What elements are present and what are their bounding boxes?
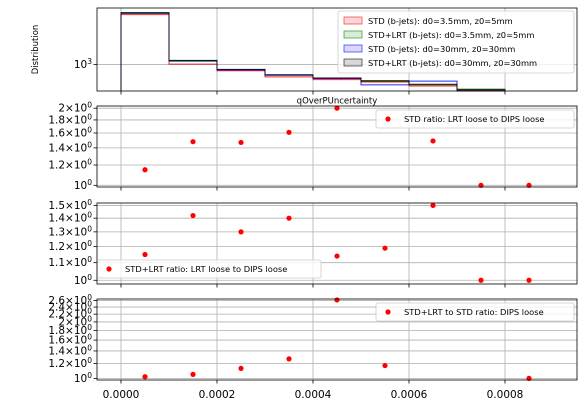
y-tick-label: 1.6×100 (48, 333, 92, 347)
legend-entry: STD (b-jets): d0=30mm, z0=30mm (368, 44, 515, 54)
data-point (526, 277, 532, 283)
data-point (430, 138, 436, 144)
legend: STD+LRT to STD ratio: DIPS loose (375, 302, 575, 322)
legend-swatch (343, 16, 363, 25)
panel-1: 103 Distribution qOverPUncertainty STD (b-j… (31, 7, 578, 107)
legend-swatch (343, 58, 363, 67)
data-point (190, 139, 196, 145)
legend-entry: STD+LRT (b-jets): d0=3.5mm, z0=5mm (368, 30, 534, 40)
y-tick-label: 1.4×100 (48, 140, 92, 154)
legend-entry: STD+LRT ratio: LRT loose to DIPS loose (125, 264, 287, 274)
x-axis-label: qOverPUncertainty (297, 97, 378, 107)
data-point (286, 215, 292, 221)
y-tick-label: 2.6×100 (48, 293, 92, 307)
data-point (286, 129, 292, 135)
y-tick-label: 1.8×100 (48, 112, 92, 126)
x-tick-labels: 0.0000 0.0002 0.0004 0.0006 0.0008 (103, 389, 524, 401)
legend-swatch (343, 30, 363, 39)
data-point (142, 374, 148, 380)
y-tick-label: 100 (74, 273, 92, 287)
x-tick-label: 0.0006 (391, 389, 428, 401)
y-tick-label: 100 (74, 371, 92, 385)
legend: STD (b-jets): d0=3.5mm, z0=5mm STD+LRT (b… (337, 10, 575, 74)
data-point (238, 365, 244, 372)
legend-entry: STD (b-jets): d0=3.5mm, z0=5mm (368, 16, 513, 26)
axes-frame (96, 202, 578, 285)
y-tick-label: 2×100 (58, 101, 92, 115)
y-tick-label: 1.4×100 (48, 211, 92, 225)
legend-marker (385, 309, 391, 315)
legend-marker (106, 266, 112, 272)
y-tick-label: 103 (74, 57, 92, 71)
y-tick-label: 1.8×100 (48, 323, 92, 337)
data-point (238, 139, 244, 146)
legend: STD ratio: LRT loose to DIPS loose (375, 109, 575, 129)
legend-swatch (343, 44, 363, 53)
legend-entry: STD+LRT (b-jets): d0=30mm, z0=30mm (368, 58, 537, 68)
y-tick-label: 1.2×100 (48, 356, 92, 370)
data-point (190, 371, 196, 377)
y-tick-label: 1.5×100 (48, 198, 92, 212)
y-tick-label: 1.6×100 (48, 126, 92, 140)
legend-box (375, 302, 575, 322)
data-point (334, 297, 340, 303)
y-axis-label: Distribution (31, 25, 41, 75)
data-point (190, 212, 196, 219)
y-tick-label: 1.3×100 (48, 224, 92, 238)
axes-frame (96, 105, 578, 188)
legend-marker (385, 116, 391, 122)
legend-entry: STD ratio: LRT loose to DIPS loose (404, 114, 545, 124)
y-tick-label: 2×100 (58, 314, 92, 328)
y-tick-label: 100 (74, 178, 92, 192)
axes-frame (96, 298, 578, 381)
y-tick-label: 2.2×100 (48, 307, 92, 321)
data-point (142, 167, 148, 173)
data-point (238, 229, 244, 235)
data-point (334, 253, 340, 259)
data-point (382, 245, 388, 251)
data-point (142, 251, 148, 258)
legend-box (375, 109, 575, 129)
y-tick-label: 1.4×100 (48, 343, 92, 357)
legend-box (337, 10, 575, 74)
x-tick-label: 0.0002 (199, 389, 236, 401)
data-point (430, 202, 436, 209)
legend-entry: STD+LRT to STD ratio: DIPS loose (404, 307, 544, 317)
x-tick-label: 0.0004 (295, 389, 332, 401)
panel-4: 1001.2×1001.4×1001.6×1001.8×1002×1002.2×… (48, 293, 578, 385)
y-tick-label: 1.2×100 (48, 239, 92, 253)
data-point (382, 362, 388, 369)
y-tick-label: 1.1×100 (48, 255, 92, 269)
legend: STD+LRT ratio: LRT loose to DIPS loose (96, 259, 322, 279)
data-point (286, 356, 292, 362)
data-point (478, 277, 484, 283)
axes-frame (96, 7, 578, 92)
histogram-series-4 (120, 12, 506, 91)
y-tick-label: 1.2×100 (48, 158, 92, 172)
y-tick-label: 2.4×100 (48, 300, 92, 314)
x-tick-label: 0.0000 (103, 389, 140, 401)
x-tick-label: 0.0008 (487, 389, 524, 401)
data-point (334, 105, 340, 111)
